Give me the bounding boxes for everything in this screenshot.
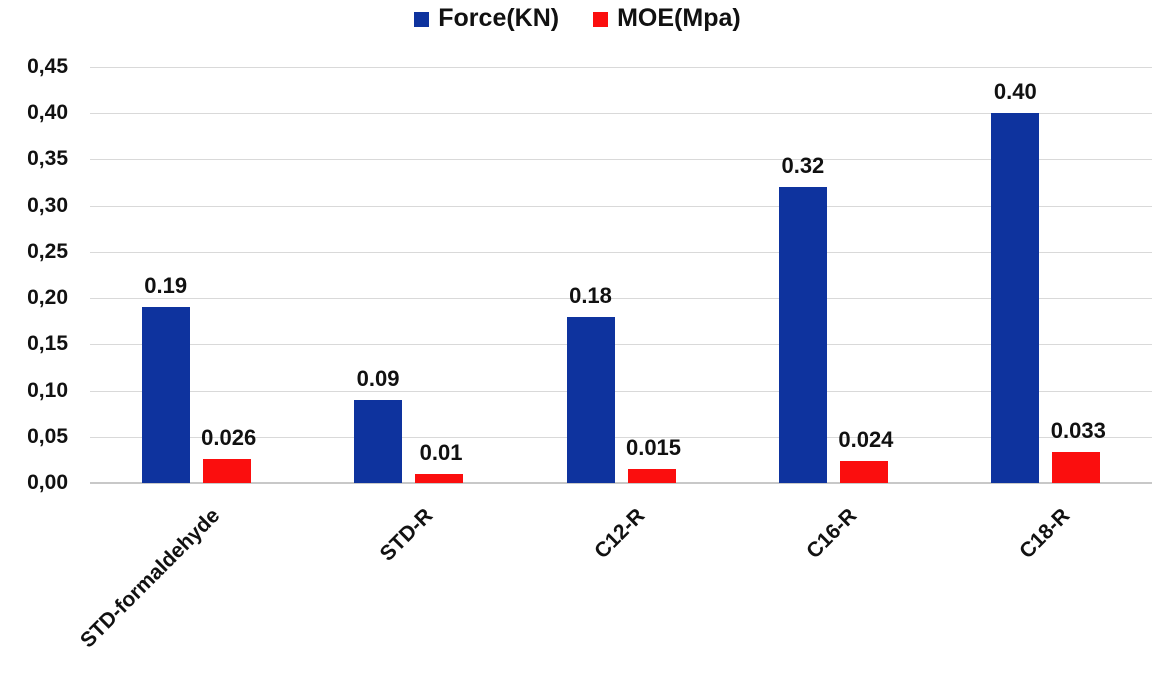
moe-bar-label: 0.01	[419, 439, 463, 465]
y-tick-label: 0,35	[27, 147, 68, 171]
y-tick-label: 0,20	[27, 286, 68, 310]
moe-bar	[627, 469, 676, 483]
gridline	[90, 251, 1152, 253]
y-tick-label: 0,05	[27, 424, 68, 448]
force-bar	[354, 399, 403, 483]
force-bar-label: 0.09	[356, 365, 400, 391]
legend-label-force: Force(KN)	[438, 4, 560, 32]
gridline	[90, 159, 1152, 161]
moe-bar	[415, 473, 464, 483]
gridline	[90, 113, 1152, 115]
y-tick-label: 0,40	[27, 101, 68, 125]
legend-swatch-force-icon	[414, 12, 430, 27]
gridline	[90, 205, 1152, 207]
force-bar-label: 0.18	[569, 282, 612, 308]
x-axis-line	[90, 482, 1152, 484]
legend-swatch-moe-icon	[593, 12, 609, 27]
y-tick-label: 0,00	[27, 471, 68, 494]
moe-bar	[1052, 452, 1101, 483]
force-bar	[991, 113, 1040, 483]
x-category-label: STD-R	[375, 504, 437, 566]
x-category-label: C12-R	[590, 504, 650, 564]
chart-legend: Force(KN) MOE(Mpa)	[0, 4, 1155, 33]
force-bar-label: 0.40	[993, 79, 1037, 105]
y-tick-label: 0,30	[27, 193, 68, 217]
moe-bar-label: 0.024	[838, 426, 894, 452]
legend-item-force: Force(KN)	[414, 4, 559, 33]
gridline	[90, 436, 1152, 438]
gridline	[90, 344, 1152, 346]
force-bar-label: 0.32	[781, 153, 825, 179]
y-tick-label: 0,15	[27, 332, 68, 356]
force-bar	[778, 187, 827, 483]
moe-bar-label: 0.015	[625, 435, 682, 461]
gridline	[90, 390, 1152, 392]
moe-bar-label: 0.026	[201, 424, 257, 450]
x-category-label: STD-formaldehyde	[76, 504, 225, 653]
gridline	[90, 298, 1152, 300]
force-bar	[141, 307, 190, 483]
y-tick-label: 0,25	[27, 239, 68, 263]
gridline	[90, 67, 1152, 68]
moe-bar	[202, 458, 251, 483]
legend-label-moe: MOE(Mpa)	[617, 4, 741, 32]
moe-bar	[839, 460, 888, 483]
moe-bar-label: 0.033	[1050, 418, 1106, 444]
legend-item-moe: MOE(Mpa)	[593, 4, 741, 33]
x-category-label: C18-R	[1014, 504, 1075, 564]
x-category-label: C16-R	[802, 504, 862, 564]
force-bar	[566, 316, 615, 483]
y-tick-label: 0,10	[27, 378, 68, 402]
force-bar-label: 0.19	[144, 273, 188, 299]
y-tick-label: 0,45	[27, 55, 68, 78]
